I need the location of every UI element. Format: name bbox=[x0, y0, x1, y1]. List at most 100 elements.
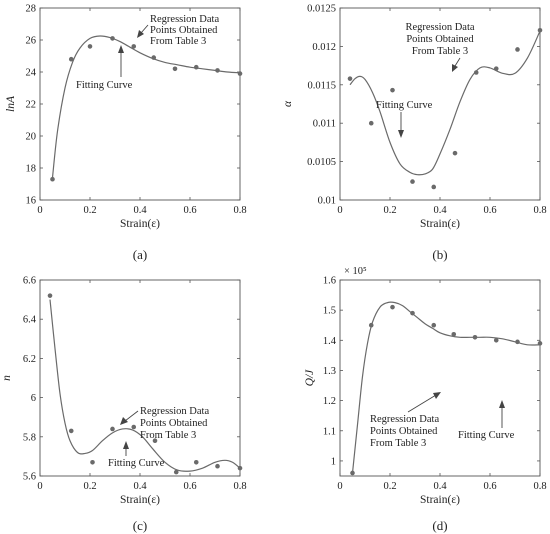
panel-a-plot-area bbox=[39, 7, 241, 201]
panel-a-x-tick-label: 0.4 bbox=[133, 205, 147, 216]
panel-b-data-point bbox=[431, 184, 437, 190]
panel-a-regression-arrow bbox=[140, 24, 149, 34]
panel-d-y-axis-label: Q/J bbox=[304, 369, 316, 387]
panel-b-regression-annotation-line3: From Table 3 bbox=[412, 46, 468, 57]
panel-b-x-tick-label: 0.6 bbox=[483, 205, 496, 216]
panel-d-x-axis-label: Strain(ε) bbox=[420, 494, 460, 506]
panel-c-x-tick-label: 0.6 bbox=[183, 481, 196, 492]
panel-b-data-point bbox=[473, 70, 479, 75]
panel-d-data-point bbox=[431, 322, 437, 328]
panel-c-y-tick-label: 6.6 bbox=[23, 276, 36, 287]
panel-a-x-axis-label: Strain(ε) bbox=[120, 218, 160, 230]
panel-b-data-point bbox=[515, 47, 520, 52]
panel-c-data-point bbox=[47, 293, 53, 298]
panel-b-x-tick-label: 0.2 bbox=[383, 205, 396, 216]
panel-c-x-axis-label: Strain(ε) bbox=[120, 494, 160, 506]
panel-a-data-point bbox=[68, 56, 74, 62]
panel-c-regression-arrowhead bbox=[120, 417, 128, 425]
panel-d-regression-points bbox=[350, 304, 543, 476]
panel-c-regression-annotation-line2: Points Obtained bbox=[140, 418, 208, 429]
panel-a-data-point bbox=[151, 55, 157, 60]
panel-c-data-point bbox=[90, 459, 95, 465]
panel-c-chart: 5.6 5.8 6 6.2 6.4 6.6 0 0.2 0.4 0.6 0.8 n Strain(… bbox=[1, 276, 247, 534]
panel-a-data-point bbox=[110, 36, 115, 41]
panel-b-fitting-annotation: Fitting Curve bbox=[376, 100, 433, 111]
panel-b-chart: 0.01 0.0105 0.011 0.0115 0.012 0.0125 0 0.2 0.4… bbox=[282, 4, 547, 263]
panel-b-data-point bbox=[347, 76, 353, 81]
panel-d-x-tick-labels: 0 0.2 0.4 0.6 0.8 bbox=[337, 280, 547, 492]
panel-b-x-tick-label: 0.4 bbox=[433, 205, 447, 216]
panel-b-data-point bbox=[452, 150, 458, 156]
panel-d-x-tick-label: 0.8 bbox=[533, 481, 546, 492]
panel-a-data-point bbox=[193, 64, 199, 70]
panel-d-y-tick-label: 1.2 bbox=[323, 396, 336, 407]
panel-a-regression-points bbox=[50, 36, 243, 182]
panel-a-x-tick-label: 0 bbox=[37, 205, 42, 216]
panel-d-y-tick-labels: 1 1.1 1.2 1.3 1.4 1.5 1.6 bbox=[323, 276, 540, 467]
panel-a-x-tick-labels: 0 0.2 0.4 0.6 0.8 bbox=[37, 8, 247, 216]
panel-b-x-axis-label: Strain(ε) bbox=[420, 218, 460, 230]
panel-d-x-tick-label: 0.2 bbox=[383, 481, 396, 492]
panel-d-y-tick-label: 1.4 bbox=[323, 336, 337, 347]
panel-c-fitting-arrowhead bbox=[123, 441, 129, 449]
panel-a-chart: 16 18 20 22 24 26 28 0 0.2 0.4 0.6 0.8 lnA Strain(… bbox=[5, 4, 247, 263]
panel-c-y-tick-label: 5.6 bbox=[23, 472, 36, 483]
panel-b-data-point bbox=[537, 27, 543, 33]
panel-a-regression-arrowhead bbox=[137, 30, 144, 38]
panel-c-data-point bbox=[173, 469, 179, 475]
panel-b-caption: (b) bbox=[432, 247, 447, 262]
panel-a-y-tick-label: 28 bbox=[26, 4, 37, 15]
panel-a-data-point bbox=[50, 176, 55, 182]
panel-d-data-point bbox=[350, 470, 355, 476]
panel-d-y-tick-label: 1.1 bbox=[323, 426, 336, 437]
panel-a-y-tick-label: 22 bbox=[26, 100, 37, 111]
panel-d-fitting-annotation: Fitting Curve bbox=[458, 430, 515, 441]
panel-b-y-tick-label: 0.0115 bbox=[308, 80, 337, 91]
panel-b-x-tick-label: 0.8 bbox=[533, 205, 546, 216]
panel-a-y-tick-label: 20 bbox=[26, 132, 37, 143]
panel-a-fitting-annotation: Fitting Curve bbox=[76, 80, 133, 91]
panel-d-y-tick-label: 1 bbox=[331, 456, 336, 467]
panel-c-regression-points bbox=[47, 293, 243, 475]
panel-a-y-tick-label: 18 bbox=[26, 164, 37, 175]
panel-a-y-tick-labels: 16 18 20 22 24 26 28 bbox=[26, 4, 240, 207]
panel-d-y-multiplier: × 10⁵ bbox=[344, 266, 367, 277]
panel-c-x-tick-label: 0 bbox=[37, 481, 42, 492]
panel-c-y-tick-label: 5.8 bbox=[23, 432, 36, 443]
panel-a-fitting-arrowhead bbox=[118, 45, 124, 53]
panel-b-regression-arrowhead bbox=[452, 64, 458, 72]
panel-d-y-tick-label: 1.5 bbox=[323, 306, 336, 317]
panel-a-caption: (a) bbox=[133, 247, 147, 262]
panel-d-y-tick-label: 1.3 bbox=[323, 366, 336, 377]
panel-c-plot-area bbox=[39, 279, 241, 477]
panel-b-x-tick-labels: 0 0.2 0.4 0.6 0.8 bbox=[337, 8, 547, 216]
panel-c-regression-annotation-line3: From Table 3 bbox=[140, 430, 196, 441]
panel-a-regression-annotation-line1: Regression Data bbox=[150, 14, 219, 25]
panel-a-data-point bbox=[87, 44, 93, 49]
panel-a-x-tick-label: 0.2 bbox=[83, 205, 96, 216]
panel-d-data-point bbox=[472, 334, 478, 340]
panel-d-regression-arrowhead bbox=[433, 392, 441, 399]
panel-c-data-point bbox=[110, 426, 115, 432]
panel-d-x-tick-label: 0 bbox=[337, 481, 342, 492]
panel-a-y-axis-label: lnA bbox=[5, 95, 17, 112]
panel-d-data-point bbox=[368, 322, 374, 328]
panel-c-regression-arrow bbox=[124, 410, 139, 422]
panel-d-x-tick-label: 0.6 bbox=[483, 481, 496, 492]
panel-a-x-tick-label: 0.8 bbox=[233, 205, 246, 216]
panel-c-x-tick-labels: 0 0.2 0.4 0.6 0.8 bbox=[37, 280, 247, 492]
panel-c-regression-annotation-line1: Regression Data bbox=[140, 406, 209, 417]
panel-b-regression-annotation-line2: Points Obtained bbox=[406, 34, 474, 45]
panel-d-data-point bbox=[451, 331, 457, 337]
panel-a-data-point bbox=[237, 71, 243, 76]
panel-b-regression-arrow bbox=[454, 57, 461, 67]
panel-b-data-point bbox=[390, 87, 395, 93]
panel-b-y-tick-label: 0.011 bbox=[313, 119, 336, 130]
panel-d-y-tick-label: 1.6 bbox=[323, 276, 336, 287]
panel-b-regression-annotation-line1: Regression Data bbox=[405, 22, 474, 33]
panel-b-y-tick-label: 0.012 bbox=[312, 42, 336, 53]
panel-b-fitting-arrowhead bbox=[398, 130, 404, 138]
panel-a-y-tick-label: 24 bbox=[26, 68, 37, 79]
panel-d-data-point bbox=[537, 341, 543, 346]
panel-d-regression-annotation-line1: Regression Data bbox=[370, 414, 439, 425]
